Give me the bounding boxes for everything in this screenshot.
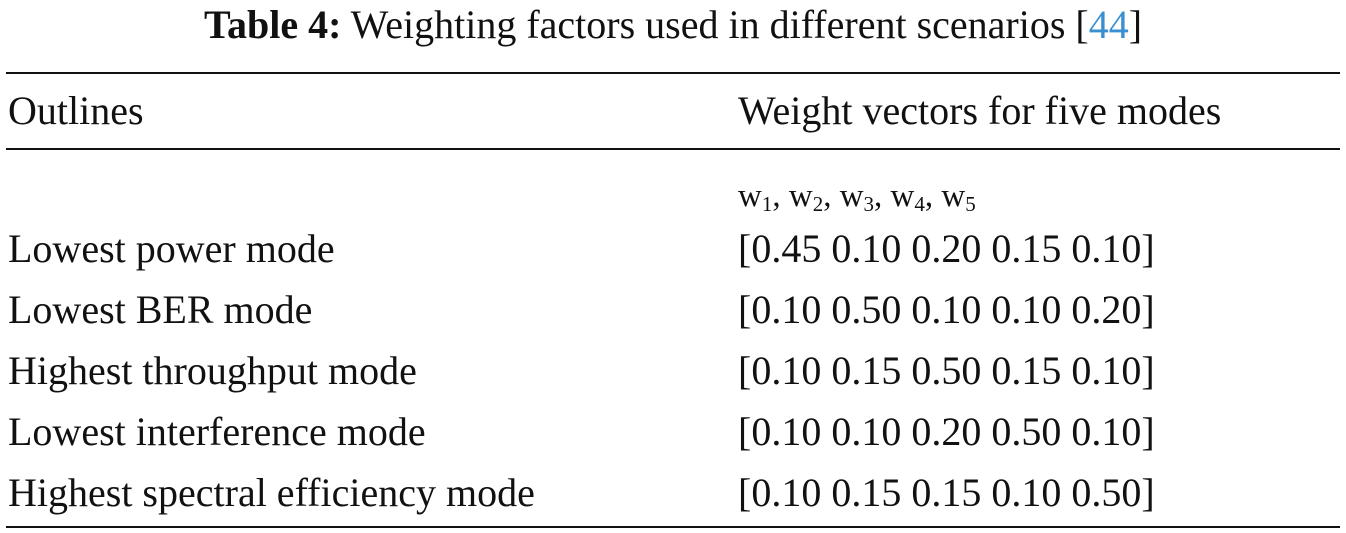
header-weight-vectors: Weight vectors for five modes	[738, 88, 1222, 133]
table-caption: Table 4: Weighting factors used in diffe…	[0, 0, 1346, 50]
row-weights-highest-throughput: [0.10 0.15 0.50 0.15 0.10]	[738, 348, 1155, 393]
row-weights-lowest-power: [0.45 0.10 0.20 0.15 0.10]	[738, 226, 1155, 271]
row-outline-lowest-interference: Lowest interference mode	[8, 409, 426, 454]
header-outlines: Outlines	[8, 88, 144, 133]
top-rule	[6, 72, 1340, 74]
row-outline-lowest-ber: Lowest BER mode	[8, 287, 313, 332]
row-weights-lowest-ber: [0.10 0.50 0.10 0.10 0.20]	[738, 287, 1155, 332]
row-outline-lowest-power: Lowest power mode	[8, 226, 335, 271]
caption-text: Weighting factors used in different scen…	[341, 2, 1089, 47]
caption-close-bracket: ]	[1128, 2, 1143, 47]
row-weights-lowest-interference: [0.10 0.10 0.20 0.50 0.10]	[738, 409, 1155, 454]
citation-link[interactable]: 44	[1088, 2, 1129, 47]
table-label: Table 4:	[203, 2, 342, 47]
row-weights-highest-spectral-efficiency: [0.10 0.15 0.15 0.10 0.50]	[738, 470, 1155, 515]
header-rule	[6, 148, 1340, 150]
weight-symbols: w1, w2, w3, w4, w5	[738, 178, 976, 216]
row-outline-highest-spectral-efficiency: Highest spectral efficiency mode	[8, 470, 535, 515]
bottom-rule	[6, 526, 1340, 528]
row-outline-highest-throughput: Highest throughput mode	[8, 348, 417, 393]
